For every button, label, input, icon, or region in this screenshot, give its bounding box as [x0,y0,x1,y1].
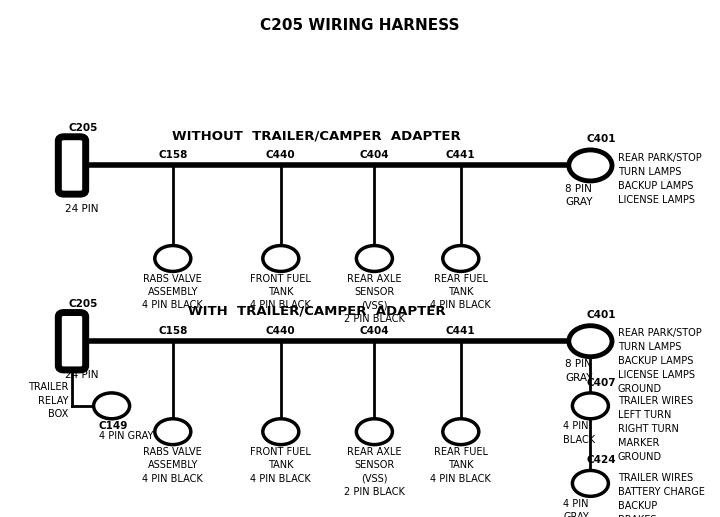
Text: 8 PIN
GRAY: 8 PIN GRAY [565,359,593,383]
Circle shape [263,419,299,445]
FancyBboxPatch shape [58,136,86,194]
Text: C424: C424 [587,455,616,465]
Text: C205: C205 [68,299,98,309]
Text: RABS VALVE
ASSEMBLY
4 PIN BLACK: RABS VALVE ASSEMBLY 4 PIN BLACK [143,447,203,483]
Text: WITHOUT  TRAILER/CAMPER  ADAPTER: WITHOUT TRAILER/CAMPER ADAPTER [172,129,462,142]
Circle shape [94,393,130,419]
Text: 4 PIN GRAY: 4 PIN GRAY [99,431,153,440]
FancyBboxPatch shape [58,312,86,370]
Circle shape [356,246,392,271]
Text: C158: C158 [158,326,187,336]
Text: C441: C441 [446,150,476,160]
Circle shape [572,470,608,496]
Text: C149: C149 [99,421,128,431]
Circle shape [263,246,299,271]
Text: TRAILER
RELAY
BOX: TRAILER RELAY BOX [28,383,68,419]
Text: 4 PIN
BLACK: 4 PIN BLACK [563,421,595,445]
Text: REAR AXLE
SENSOR
(VSS)
2 PIN BLACK: REAR AXLE SENSOR (VSS) 2 PIN BLACK [344,274,405,324]
Text: RABS VALVE
ASSEMBLY
4 PIN BLACK: RABS VALVE ASSEMBLY 4 PIN BLACK [143,274,203,310]
Text: REAR FUEL
TANK
4 PIN BLACK: REAR FUEL TANK 4 PIN BLACK [431,447,491,483]
Text: FRONT FUEL
TANK
4 PIN BLACK: FRONT FUEL TANK 4 PIN BLACK [251,274,311,310]
Text: C401: C401 [587,310,616,320]
Circle shape [569,150,612,181]
Circle shape [572,393,608,419]
Text: FRONT FUEL
TANK
4 PIN BLACK: FRONT FUEL TANK 4 PIN BLACK [251,447,311,483]
Text: C404: C404 [359,326,390,336]
Text: 24 PIN: 24 PIN [65,204,99,214]
Text: 8 PIN
GRAY: 8 PIN GRAY [565,184,593,207]
Circle shape [443,419,479,445]
Text: WITH  TRAILER/CAMPER  ADAPTER: WITH TRAILER/CAMPER ADAPTER [188,305,446,318]
Text: C205 WIRING HARNESS: C205 WIRING HARNESS [260,18,460,33]
Text: C205: C205 [68,124,98,133]
Text: REAR FUEL
TANK
4 PIN BLACK: REAR FUEL TANK 4 PIN BLACK [431,274,491,310]
Text: C441: C441 [446,326,476,336]
Text: C440: C440 [266,326,296,336]
Text: C407: C407 [587,378,616,388]
Circle shape [155,419,191,445]
Text: REAR PARK/STOP
TURN LAMPS
BACKUP LAMPS
LICENSE LAMPS: REAR PARK/STOP TURN LAMPS BACKUP LAMPS L… [618,153,701,205]
Circle shape [155,246,191,271]
Text: C158: C158 [158,150,187,160]
Circle shape [569,326,612,357]
Text: C401: C401 [587,134,616,144]
Circle shape [356,419,392,445]
Text: C440: C440 [266,150,296,160]
Text: REAR PARK/STOP
TURN LAMPS
BACKUP LAMPS
LICENSE LAMPS
GROUND: REAR PARK/STOP TURN LAMPS BACKUP LAMPS L… [618,328,701,394]
Text: 24 PIN: 24 PIN [65,370,99,379]
Circle shape [443,246,479,271]
Text: TRAILER WIRES
BATTERY CHARGE
BACKUP
BRAKES: TRAILER WIRES BATTERY CHARGE BACKUP BRAK… [618,473,705,517]
Text: 4 PIN
GRAY: 4 PIN GRAY [563,499,589,517]
Text: C404: C404 [359,150,390,160]
Text: TRAILER WIRES
LEFT TURN
RIGHT TURN
MARKER
GROUND: TRAILER WIRES LEFT TURN RIGHT TURN MARKE… [618,396,693,462]
Text: REAR AXLE
SENSOR
(VSS)
2 PIN BLACK: REAR AXLE SENSOR (VSS) 2 PIN BLACK [344,447,405,497]
